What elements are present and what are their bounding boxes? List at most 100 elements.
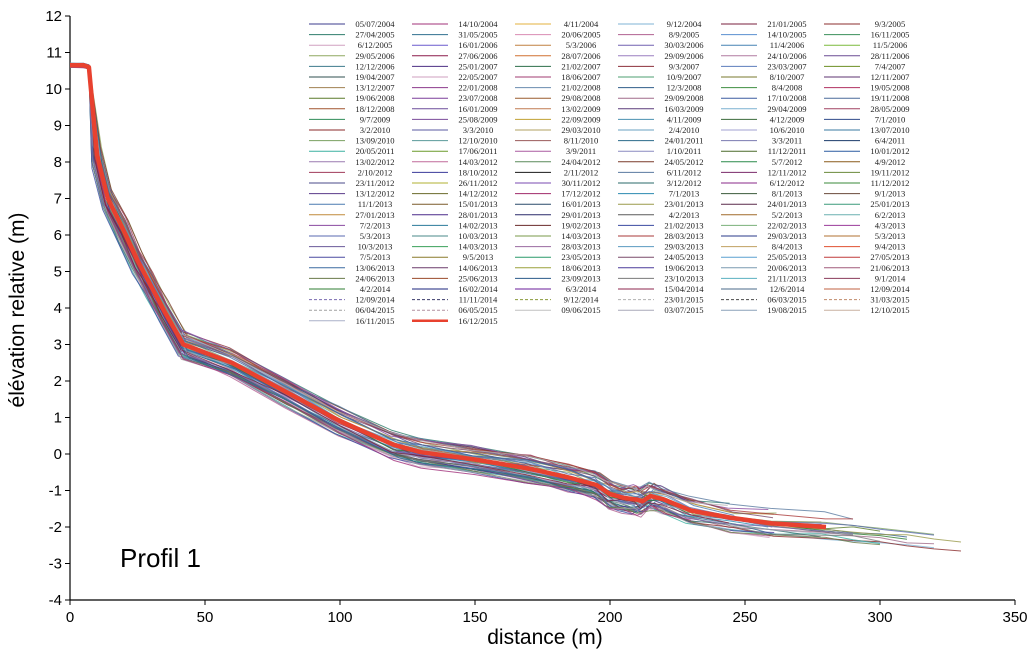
- legend-label: 5/2/2013: [772, 210, 803, 220]
- legend-label: 13/02/2009: [561, 104, 600, 114]
- legend-label: 16/03/2009: [664, 104, 703, 114]
- survey-line: [69, 65, 730, 524]
- legend-item: 12/10/2015: [824, 305, 910, 315]
- legend-label: 11/5/2006: [873, 40, 908, 50]
- legend-label: 9/1/2014: [875, 273, 906, 283]
- legend-label: 5/3/2013: [360, 231, 391, 241]
- legend-item: 16/11/2015: [309, 316, 394, 326]
- legend-item: 11/1/2013: [309, 199, 392, 209]
- legend-item: 28/07/2006: [515, 51, 601, 61]
- legend-label: 06/03/2015: [767, 295, 806, 305]
- legend-label: 9/12/2004: [667, 19, 703, 29]
- legend-item: 29/08/2008: [515, 93, 601, 103]
- legend-label: 13/12/2012: [355, 189, 394, 199]
- legend-item: 11/5/2006: [824, 40, 908, 50]
- legend-item: 7/4/2007: [824, 61, 906, 71]
- legend-item: 12/11/2007: [824, 72, 910, 82]
- legend-item: 9/3/2005: [824, 19, 905, 29]
- legend-label: 2/10/2012: [358, 167, 393, 177]
- legend-item: 5/3/2013: [824, 231, 905, 241]
- legend-label: 20/06/2013: [767, 263, 806, 273]
- legend-label: 14/12/2012: [458, 189, 497, 199]
- legend-item: 11/11/2014: [412, 295, 498, 305]
- legend-label: 1/10/2011: [667, 146, 702, 156]
- legend-label: 5/3/2013: [875, 231, 906, 241]
- legend-item: 18/06/2007: [515, 72, 601, 82]
- legend-label: 25/01/2007: [458, 61, 498, 71]
- legend-item: 4/3/2013: [824, 220, 905, 230]
- legend-label: 4/2/2014: [360, 284, 391, 294]
- legend-item: 03/07/2015: [618, 305, 704, 315]
- y-tick-label: 5: [54, 264, 62, 281]
- legend-label: 25/08/2009: [458, 114, 497, 124]
- legend-label: 8/9/2005: [669, 30, 700, 40]
- legend-label: 9/3/2005: [875, 19, 906, 29]
- legend-label: 19/06/2013: [664, 263, 703, 273]
- legend-label: 29/08/2008: [561, 93, 600, 103]
- legend-item: 12/09/2014: [309, 295, 395, 305]
- legend-item: 23/01/2013: [618, 199, 704, 209]
- legend-label: 4/12/2009: [770, 114, 805, 124]
- legend-item: 19/08/2015: [721, 305, 807, 315]
- y-tick-label: 4: [54, 300, 62, 317]
- legend-label: 16/01/2009: [458, 104, 497, 114]
- legend-label: 12/11/2012: [768, 167, 807, 177]
- legend-label: 20/06/2005: [561, 30, 600, 40]
- legend-item: 3/2/2010: [309, 125, 390, 135]
- legend-label: 24/05/2012: [664, 157, 703, 167]
- legend-label: 21/06/2013: [870, 263, 909, 273]
- legend-item: 9/5/2013: [412, 252, 493, 262]
- x-tick-label: 200: [597, 609, 622, 626]
- legend-label: 29/09/2008: [664, 93, 703, 103]
- legend-item: 8/1/2013: [721, 189, 802, 199]
- legend-label: 22/05/2007: [458, 72, 498, 82]
- legend-item: 12/11/2012: [721, 167, 806, 177]
- legend-label: 12/3/2008: [667, 83, 702, 93]
- legend-item: 8/10/2007: [721, 72, 805, 82]
- legend-item: 13/09/2010: [309, 136, 395, 146]
- legend-label: 9/4/2013: [875, 242, 906, 252]
- legend-item: 9/1/2013: [824, 189, 905, 199]
- legend-label: 14/06/2013: [458, 263, 497, 273]
- y-tick-label: 3: [54, 337, 62, 354]
- legend-item: 6/2/2013: [824, 210, 905, 220]
- legend-label: 4/2/2013: [669, 210, 700, 220]
- legend-label: 24/10/2006: [767, 51, 807, 61]
- legend-item: 16/01/2009: [412, 104, 498, 114]
- y-tick-label: 9: [54, 118, 62, 135]
- legend-label: 31/03/2015: [870, 295, 909, 305]
- legend-item: 17/06/2011: [412, 146, 497, 156]
- legend-item: 24/01/2011: [618, 136, 703, 146]
- legend-label: 3/3/2010: [463, 125, 494, 135]
- legend-item: 11/4/2006: [721, 40, 805, 50]
- legend-item: 24/10/2006: [721, 51, 807, 61]
- legend-label: 24/06/2013: [355, 273, 394, 283]
- legend-label: 19/08/2015: [767, 305, 806, 315]
- legend-label: 10/01/2012: [870, 146, 909, 156]
- legend-label: 30/11/2012: [562, 178, 601, 188]
- legend-item: 14/10/2005: [721, 30, 807, 40]
- legend-item: 13/06/2013: [309, 263, 395, 273]
- legend-label: 24/04/2012: [561, 157, 600, 167]
- legend-label: 14/03/2012: [458, 157, 497, 167]
- legend-item: 12/6/2014: [721, 284, 805, 294]
- legend-label: 7/1/2013: [669, 189, 700, 199]
- legend-label: 3/9/2011: [566, 146, 596, 156]
- legend-label: 17/06/2011: [459, 146, 498, 156]
- legend-label: 21/02/2008: [561, 83, 600, 93]
- y-tick-label: 2: [54, 373, 62, 390]
- legend-item: 10/6/2010: [721, 125, 804, 135]
- legend-item: 23/05/2013: [515, 252, 601, 262]
- legend-label: 18/12/2008: [355, 104, 394, 114]
- legend-item: 22/09/2009: [515, 114, 601, 124]
- profile-annotation: Profil 1: [120, 543, 201, 573]
- legend-label: 13/02/2012: [355, 157, 394, 167]
- survey-line: [69, 66, 730, 531]
- legend-label: 29/01/2013: [561, 210, 600, 220]
- legend-item: 3/3/2010: [412, 125, 493, 135]
- legend-label: 9/5/2013: [463, 252, 494, 262]
- legend-label: 14/10/2005: [767, 30, 806, 40]
- legend: 05/07/2004 14/10/2004 4/11/2004 9/12/2004 21…: [309, 19, 910, 326]
- legend-label: 6/4/2011: [875, 136, 905, 146]
- legend-item: 1/10/2011: [618, 146, 701, 156]
